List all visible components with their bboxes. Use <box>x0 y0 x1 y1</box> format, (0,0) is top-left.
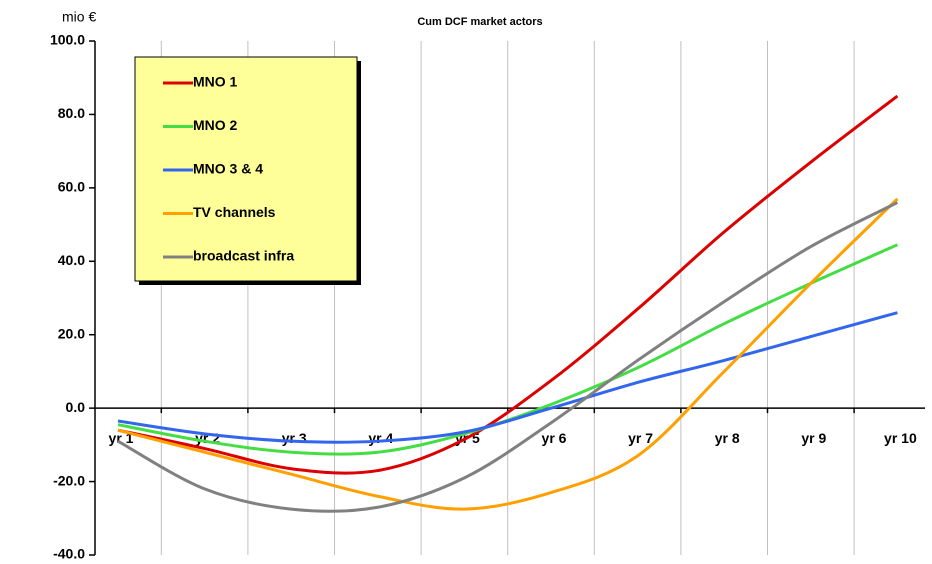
y-axis-label: mio € <box>62 9 96 25</box>
y-tick-label: 20.0 <box>58 325 85 341</box>
y-tick-label: -20.0 <box>53 472 85 488</box>
legend-label: MNO 1 <box>193 74 238 90</box>
line-series <box>117 94 899 475</box>
x-tick-label: yr 4 <box>368 430 393 446</box>
y-tick-label: 80.0 <box>58 105 85 121</box>
y-tick-label: -40.0 <box>53 546 85 562</box>
x-tick-label: yr 6 <box>542 430 567 446</box>
line-series <box>117 201 899 513</box>
y-tick-label: 0.0 <box>66 399 86 415</box>
x-tick-label: yr 9 <box>801 430 826 446</box>
chart-title: Cum DCF market actors <box>417 16 542 28</box>
legend-label: broadcast infra <box>193 248 294 264</box>
line-series <box>117 311 898 444</box>
y-tick-label: 40.0 <box>58 252 85 268</box>
y-tick-label: 100.0 <box>50 32 85 48</box>
x-tick-label: yr 10 <box>884 430 917 446</box>
x-tick-label: yr 3 <box>282 430 307 446</box>
line-series <box>117 197 899 511</box>
legend-label: MNO 3 & 4 <box>193 161 263 177</box>
x-tick-label: yr 7 <box>628 430 653 446</box>
legend-label: MNO 2 <box>193 117 238 133</box>
y-tick-label: 60.0 <box>58 179 85 195</box>
x-tick-label: yr 8 <box>715 430 740 446</box>
legend <box>134 56 358 282</box>
legend-label: TV channels <box>193 204 276 220</box>
